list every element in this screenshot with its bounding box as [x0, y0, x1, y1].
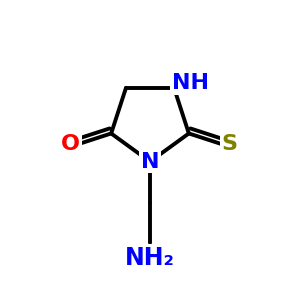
Text: O: O [61, 134, 80, 154]
Text: NH: NH [172, 74, 208, 93]
Text: NH₂: NH₂ [125, 246, 175, 270]
Text: S: S [221, 134, 237, 154]
Text: N: N [141, 152, 159, 172]
